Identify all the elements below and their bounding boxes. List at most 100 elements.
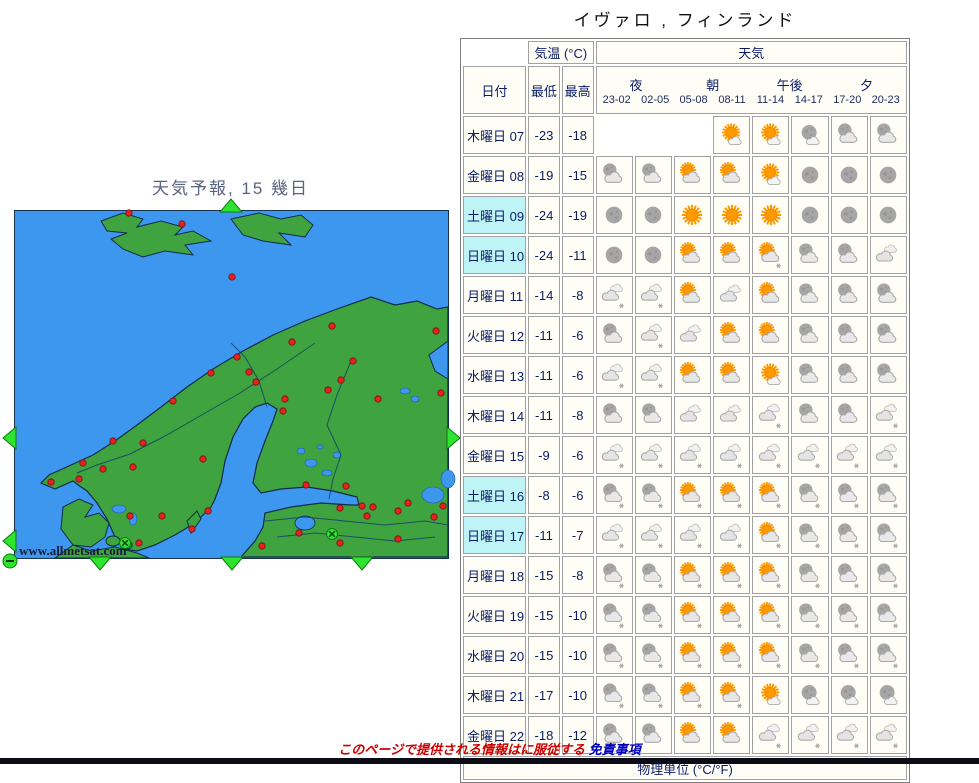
time-range-label: 17-20	[833, 93, 862, 106]
weather-icon-moon-cloud-snow	[791, 596, 829, 634]
city-dot[interactable]	[99, 465, 107, 473]
pan-arrow-left[interactable]	[2, 528, 17, 554]
weather-icon-cloud-snow	[791, 716, 829, 754]
city-dot[interactable]	[394, 507, 402, 515]
city-dot[interactable]	[295, 529, 303, 537]
city-dot[interactable]	[126, 512, 134, 520]
city-dot[interactable]	[252, 378, 260, 386]
city-dot[interactable]	[288, 338, 296, 346]
weather-icon-moon-cloud-snow	[869, 516, 907, 554]
weather-icon-moon-cloud	[634, 156, 672, 194]
svalbard-islands	[100, 212, 213, 258]
pan-arrow-left[interactable]	[2, 425, 17, 451]
city-dot[interactable]	[228, 273, 236, 281]
weather-icon-sun-cloud-snow	[713, 596, 751, 634]
max-temp-cell: -6	[561, 476, 594, 514]
city-dot[interactable]	[79, 459, 87, 467]
disclaimer-link[interactable]: 免責事項	[588, 742, 641, 757]
selected-city-marker[interactable]	[119, 537, 131, 549]
pan-arrow-down[interactable]	[219, 556, 245, 571]
city-dot[interactable]	[374, 395, 382, 403]
city-dot[interactable]	[75, 475, 83, 483]
city-dot[interactable]	[125, 209, 133, 217]
forecast-row: 木曜日 21 -17 -10	[463, 676, 907, 714]
city-dot[interactable]	[349, 357, 357, 365]
city-dot[interactable]	[233, 353, 241, 361]
weather-icon-sun-cloud-snow	[752, 596, 790, 634]
city-dot[interactable]	[394, 535, 402, 543]
weather-icon-moon-cloud-snow	[634, 636, 672, 674]
weather-icon-cloud-snow	[634, 516, 672, 554]
pan-arrow-down[interactable]	[87, 556, 113, 571]
weather-icon-cloud-snow	[595, 356, 633, 394]
time-range-label: 11-14	[756, 93, 785, 106]
city-dot[interactable]	[437, 389, 445, 397]
date-cell: 土曜日 09	[463, 196, 527, 234]
city-dot[interactable]	[432, 327, 440, 335]
city-dot[interactable]	[158, 512, 166, 520]
city-dot[interactable]	[336, 504, 344, 512]
city-dot[interactable]	[342, 482, 350, 490]
selected-city-marker[interactable]	[326, 528, 338, 540]
empty-forecast-cell	[635, 116, 672, 154]
city-dots[interactable]	[47, 209, 447, 550]
city-dot[interactable]	[328, 322, 336, 330]
city-dot[interactable]	[258, 542, 266, 550]
weather-icon-moon	[830, 196, 868, 234]
scandinavia-map[interactable]: www.allmetsat.com	[2, 198, 461, 571]
city-dot[interactable]	[129, 463, 137, 471]
weather-icon-moon-cloud	[595, 716, 633, 754]
city-dot[interactable]	[369, 503, 377, 511]
pan-arrow-up[interactable]	[218, 198, 244, 213]
city-dot[interactable]	[430, 513, 438, 521]
city-dot[interactable]	[204, 507, 212, 515]
min-temp-cell: -19	[528, 156, 560, 194]
forecast-map[interactable]: www.allmetsat.com	[2, 198, 461, 571]
city-dot[interactable]	[178, 220, 186, 228]
city-dot[interactable]	[324, 386, 332, 394]
weather-icon-moon-cloud	[830, 236, 868, 274]
city-dot[interactable]	[199, 455, 207, 463]
city-dot[interactable]	[336, 539, 344, 547]
city-dot[interactable]	[281, 395, 289, 403]
map-watermark: www.allmetsat.com	[19, 543, 127, 558]
zoom-out-button[interactable]	[2, 553, 18, 569]
city-dot[interactable]	[139, 439, 147, 447]
gulf-of-riga	[294, 515, 316, 531]
weather-icon-cloud-snow	[595, 276, 633, 314]
weather-icon-sun-small-cloud	[752, 676, 790, 714]
map-pan-arrows[interactable]	[2, 198, 461, 571]
city-dot[interactable]	[404, 499, 412, 507]
city-dot[interactable]	[207, 369, 215, 377]
city-dot[interactable]	[363, 512, 371, 520]
city-dot[interactable]	[439, 502, 447, 510]
weather-icon-sun-cloud-snow	[673, 636, 712, 674]
pan-arrow-down[interactable]	[349, 556, 375, 571]
weather-icon-moon-cloud	[791, 276, 829, 314]
forecast-row: 日曜日 10 -24 -11	[463, 236, 907, 274]
weather-icon-sun-cloud-snow	[713, 676, 751, 714]
min-temp-cell: -15	[528, 636, 560, 674]
location-title: イヴァロ , フィンランド	[573, 11, 797, 30]
selected-city-markers[interactable]	[119, 528, 338, 549]
weather-icon-sun-cloud	[713, 356, 751, 394]
city-dot[interactable]	[337, 376, 345, 384]
city-dot[interactable]	[169, 397, 177, 405]
pan-arrow-right[interactable]	[446, 425, 461, 451]
city-dot[interactable]	[245, 368, 253, 376]
date-cell: 木曜日 07	[463, 116, 527, 154]
city-dot[interactable]	[188, 525, 196, 533]
city-dot[interactable]	[109, 437, 117, 445]
min-temp-cell: -18	[528, 716, 560, 754]
city-dot[interactable]	[302, 481, 310, 489]
disclaimer-text: このページで提供される情報はに服従する	[338, 742, 586, 757]
mainland	[39, 296, 449, 558]
weather-icon-moon-cloud-snow	[595, 636, 633, 674]
city-dot[interactable]	[47, 478, 55, 486]
city-dot[interactable]	[279, 407, 287, 415]
city-dot[interactable]	[358, 502, 366, 510]
city-dot[interactable]	[135, 539, 143, 547]
forecast-row: 水曜日 20 -15 -10	[463, 636, 907, 674]
weather-icon-moon	[869, 196, 907, 234]
weather-icon-moon-cloud	[634, 396, 672, 434]
